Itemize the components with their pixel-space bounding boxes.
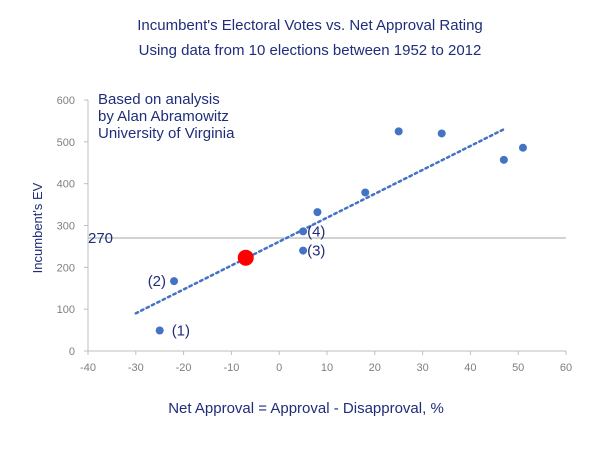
x-tick-label: 40 — [464, 362, 476, 374]
trendline — [134, 128, 506, 315]
x-tick-label: -30 — [128, 362, 144, 374]
data-point — [361, 188, 370, 197]
x-tick-label: 0 — [276, 362, 282, 374]
data-point — [299, 246, 308, 255]
x-tick-label: 50 — [512, 362, 524, 374]
data-point — [394, 127, 403, 136]
reference-line-label: 270 — [88, 230, 113, 247]
x-tick-label: -40 — [80, 362, 96, 374]
x-tick-label: 30 — [416, 362, 428, 374]
annotation-line: University of Virginia — [98, 125, 235, 142]
trendline-group — [134, 128, 506, 315]
x-tick-label: 20 — [369, 362, 381, 374]
y-tick-label: 200 — [57, 262, 75, 274]
x-tick-labels: -40 -30 -20 -10 0 10 20 30 40 50 60 — [80, 351, 572, 374]
data-point — [155, 326, 164, 335]
x-tick-label: -10 — [223, 362, 239, 374]
y-tick-label: 0 — [69, 346, 75, 358]
point-label: (3) — [307, 243, 325, 260]
y-tick-label: 600 — [57, 95, 75, 107]
data-point — [313, 208, 322, 217]
x-tick-label: 60 — [560, 362, 572, 374]
y-tick-labels: 0 100 200 300 400 500 600 — [57, 95, 88, 358]
point-labels: (1) (2) (3) (4) — [148, 223, 326, 339]
x-tick-label: 10 — [321, 362, 333, 374]
data-point — [499, 155, 508, 164]
x-tick-label: -20 — [176, 362, 192, 374]
highlight-point — [237, 249, 254, 266]
annotation-block: Based on analysis by Alan Abramowitz Uni… — [98, 91, 235, 142]
point-label: (2) — [148, 273, 166, 290]
data-point — [170, 277, 179, 286]
y-tick-label: 500 — [57, 137, 75, 149]
y-tick-label: 400 — [57, 179, 75, 191]
chart-subtitle: Using data from 10 elections between 195… — [139, 42, 482, 59]
y-axis-label: Incumbent's EV — [30, 182, 45, 273]
annotation-line: Based on analysis — [98, 91, 220, 108]
point-label: (4) — [307, 223, 325, 240]
chart-title: Incumbent's Electoral Votes vs. Net Appr… — [137, 17, 483, 34]
y-tick-label: 300 — [57, 221, 75, 233]
data-point — [518, 143, 527, 152]
point-label: (1) — [172, 323, 190, 340]
x-axis-label: Net Approval = Approval - Disapproval, % — [168, 400, 444, 417]
data-points — [155, 127, 527, 335]
data-point — [437, 129, 446, 138]
data-point — [299, 227, 308, 236]
annotation-line: by Alan Abramowitz — [98, 108, 229, 125]
reference-line-group: 270 — [88, 230, 566, 247]
y-tick-label: 100 — [57, 304, 75, 316]
